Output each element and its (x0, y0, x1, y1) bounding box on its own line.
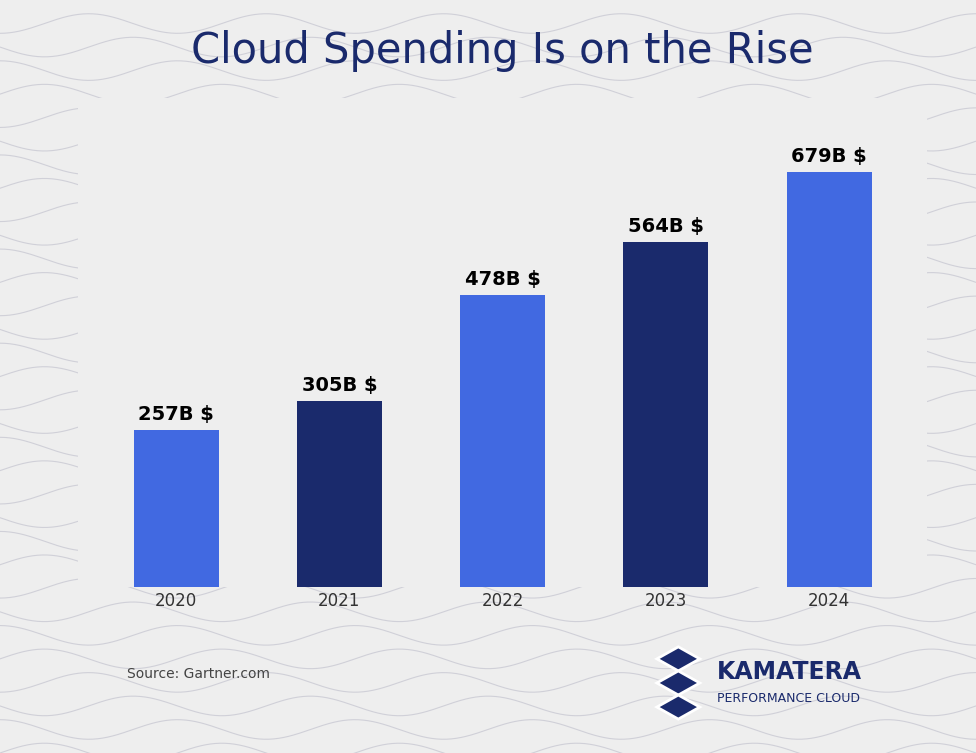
Text: 679B $: 679B $ (792, 147, 867, 166)
Text: 478B $: 478B $ (465, 270, 541, 288)
Bar (787, 172, 872, 587)
Bar (297, 401, 382, 587)
Bar (134, 430, 219, 587)
Text: 564B $: 564B $ (628, 217, 704, 236)
Bar (461, 295, 545, 587)
Text: 305B $: 305B $ (302, 376, 377, 395)
Text: PERFORMANCE CLOUD: PERFORMANCE CLOUD (717, 692, 861, 706)
Bar (624, 242, 709, 587)
Title: Cloud Spending Is on the Rise: Cloud Spending Is on the Rise (191, 30, 814, 72)
Text: Source: Gartner.com: Source: Gartner.com (127, 666, 270, 681)
Text: 257B $: 257B $ (139, 405, 214, 424)
Text: KAMATERA: KAMATERA (717, 660, 863, 684)
